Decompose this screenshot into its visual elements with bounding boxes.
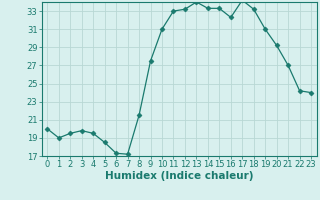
X-axis label: Humidex (Indice chaleur): Humidex (Indice chaleur) — [105, 171, 253, 181]
